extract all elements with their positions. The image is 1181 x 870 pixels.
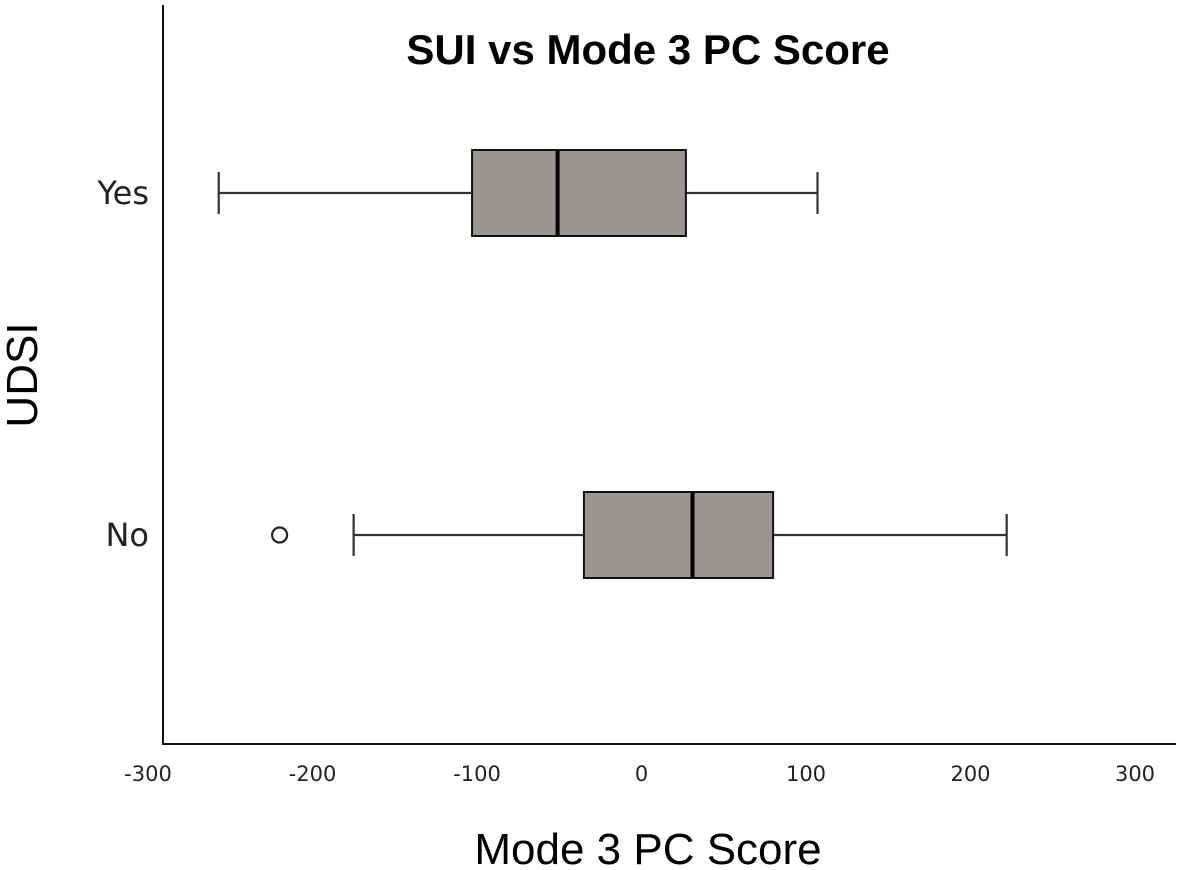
x-tick-label: 300 [1115,762,1155,786]
x-tick-label: 0 [635,762,648,786]
x-tick-label: 200 [950,762,990,786]
x-axis-ticks: -300 -200 -100 0 100 200 300 [124,762,1155,786]
x-tick-label: -100 [453,762,501,786]
chart-title: SUI vs Mode 3 PC Score [406,26,889,73]
plot-area [217,149,1008,579]
category-label-yes: Yes [96,174,149,212]
x-tick-label: -200 [289,762,337,786]
category-label-no: No [105,516,149,554]
x-axis-label: Mode 3 PC Score [474,825,821,870]
x-tick-label: 100 [786,762,826,786]
box-group-no [271,491,1008,579]
x-tick-label: -300 [124,762,172,786]
outlier-point-no [271,526,289,544]
y-axis-label: UDSI [0,322,47,427]
iqr-box-yes [471,149,687,237]
iqr-box-no [582,491,775,579]
box-group-yes [217,149,819,237]
y-axis-category-labels: Yes No [96,174,149,554]
